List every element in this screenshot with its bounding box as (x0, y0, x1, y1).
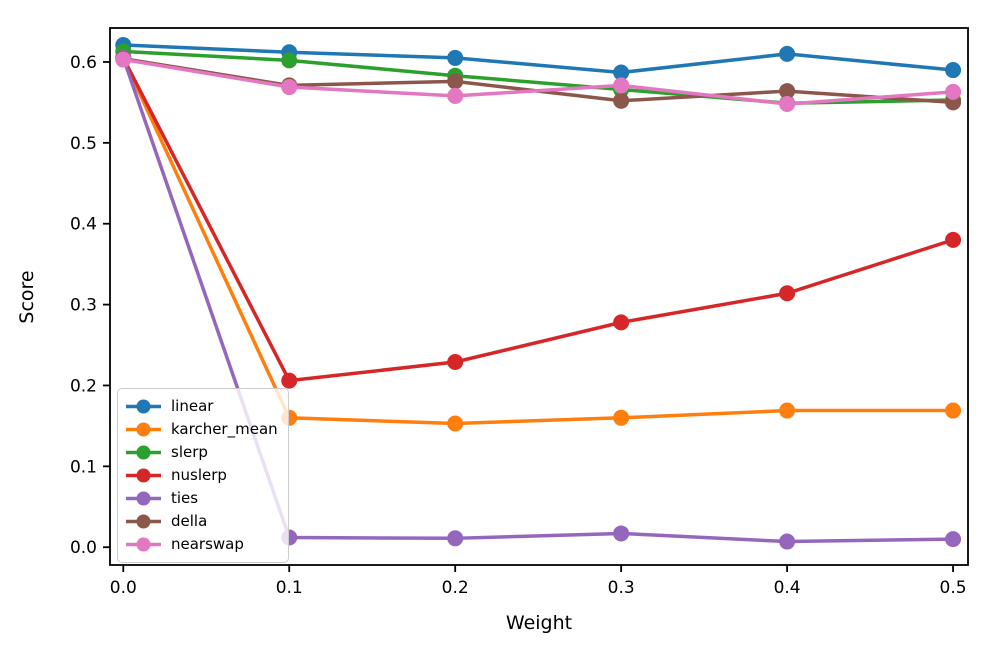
x-tick-label: 0.3 (608, 578, 635, 598)
series-line-nuslerp (121, 56, 955, 383)
legend-label: slerp (171, 443, 208, 461)
legend-label: della (171, 512, 208, 530)
data-point-nearswap (945, 83, 962, 100)
legend-item-della: della (125, 510, 278, 533)
plot-border (109, 27, 969, 566)
x-tick-label: 0.4 (774, 578, 801, 598)
series-line-karcher_mean (121, 56, 955, 426)
series-line-linear (121, 43, 955, 75)
data-point-nuslerp (779, 285, 796, 302)
data-point-linear (613, 64, 630, 81)
data-point-nearswap (447, 87, 464, 104)
y-tick-label: 0.0 (70, 538, 97, 558)
data-point-nearswap (779, 96, 796, 113)
legend-marker-karcher_mean (126, 422, 161, 437)
data-point-ties (945, 531, 962, 548)
legend-marker-slerp (126, 445, 161, 460)
data-point-nuslerp (945, 231, 962, 248)
data-point-della (613, 92, 630, 109)
legend-item-ties: ties (125, 487, 278, 510)
legend-marker-della (126, 514, 161, 529)
legend-marker-ties (126, 491, 161, 506)
data-point-nearswap (613, 77, 630, 94)
x-tick-label: 0.5 (940, 578, 967, 598)
legend-item-slerp: slerp (125, 441, 278, 464)
y-tick-label: 0.4 (70, 215, 97, 235)
data-point-nuslerp (281, 372, 298, 389)
legend-label: ties (171, 489, 199, 507)
y-tick-label: 0.2 (70, 376, 97, 396)
data-point-karcher_mean (945, 402, 962, 419)
data-point-linear (945, 62, 962, 79)
data-point-karcher_mean (613, 409, 630, 426)
legend-label: nuslerp (171, 466, 227, 484)
legend-label: karcher_mean (171, 420, 278, 438)
y-tick-label: 0.6 (70, 53, 97, 73)
legend-item-linear: linear (125, 395, 278, 418)
legend-marker-nuslerp (126, 468, 161, 483)
data-point-karcher_mean (447, 415, 464, 432)
data-point-della (779, 83, 796, 100)
legend-label: nearswap (171, 535, 244, 553)
data-point-ties (447, 530, 464, 547)
data-point-linear (779, 45, 796, 62)
legend-item-nuslerp: nuslerp (125, 464, 278, 487)
x-axis-label: Weight (505, 612, 573, 634)
y-tick-label: 0.1 (70, 457, 97, 477)
data-point-della (447, 73, 464, 90)
legend-label: linear (171, 397, 214, 415)
x-tick-label: 0.0 (110, 578, 137, 598)
series-line-nearswap (121, 57, 955, 106)
data-point-nearswap (115, 51, 132, 68)
y-tick-label: 0.5 (70, 134, 97, 154)
data-point-ties (613, 525, 630, 542)
data-point-nuslerp (447, 354, 464, 371)
y-tick-label: 0.3 (70, 296, 97, 316)
legend-marker-nearswap (126, 537, 161, 552)
legend-item-karcher_mean: karcher_mean (125, 418, 278, 441)
legend-item-nearswap: nearswap (125, 533, 278, 556)
x-tick-label: 0.1 (276, 578, 303, 598)
data-point-ties (779, 533, 796, 550)
data-point-karcher_mean (779, 402, 796, 419)
legend-marker-linear (126, 399, 161, 414)
data-point-slerp (281, 52, 298, 69)
y-axis-label: Score (16, 270, 38, 324)
data-point-linear (447, 49, 464, 66)
x-tick-label: 0.2 (442, 578, 469, 598)
data-point-nearswap (281, 79, 298, 96)
data-point-nuslerp (613, 314, 630, 331)
